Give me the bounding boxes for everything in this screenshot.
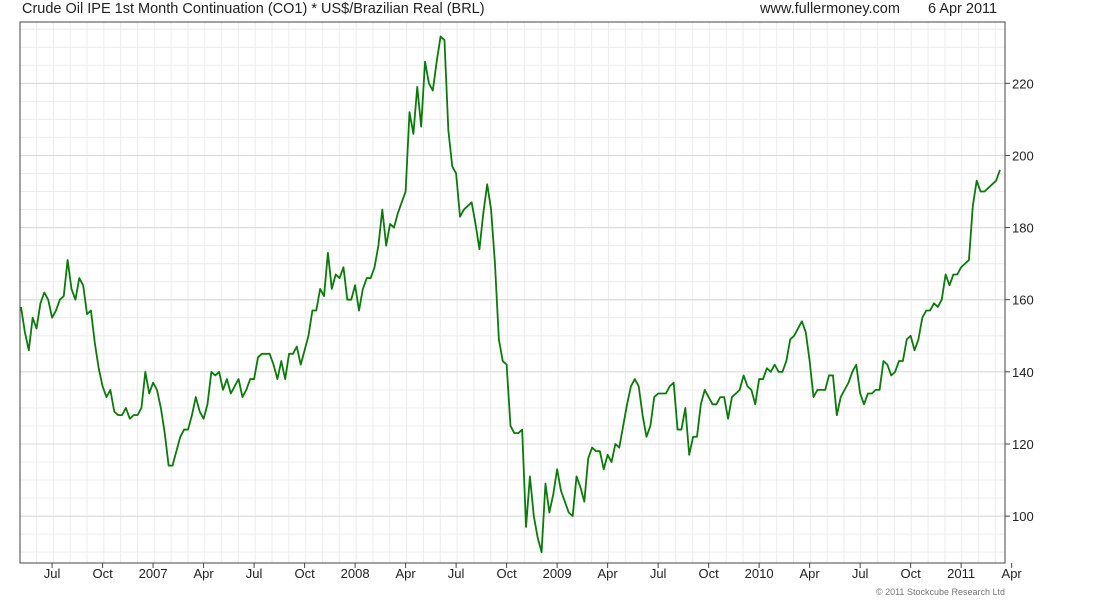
- x-tick-label: Apr: [800, 566, 821, 581]
- x-tick-label: 2007: [139, 566, 168, 581]
- website-label: www.fullermoney.com: [760, 1, 900, 17]
- x-tick-label: Apr: [395, 566, 416, 581]
- x-tick-label: Oct: [901, 566, 922, 581]
- chart-header: Crude Oil IPE 1st Month Continuation (CO…: [0, 0, 1100, 22]
- chart-date: 6 Apr 2011: [928, 1, 998, 17]
- y-tick-label: 220: [1012, 76, 1034, 91]
- y-tick-label: 120: [1012, 437, 1034, 452]
- x-tick-label: Jul: [852, 566, 869, 581]
- x-tick-label: Oct: [92, 566, 113, 581]
- x-tick-label: Jul: [246, 566, 263, 581]
- y-tick-label: 200: [1012, 148, 1034, 163]
- plot-frame: [19, 21, 1006, 564]
- x-tick-label: 2009: [543, 566, 572, 581]
- y-tick-label: 160: [1012, 293, 1034, 308]
- y-tick-label: 140: [1012, 365, 1034, 380]
- price-line: [20, 35, 1001, 554]
- x-tick-label: Apr: [193, 566, 214, 581]
- x-tick-label: Apr: [598, 566, 619, 581]
- x-tick-label: Jul: [44, 566, 61, 581]
- x-tick-label: Jul: [448, 566, 465, 581]
- y-tick-label: 100: [1012, 509, 1034, 524]
- x-tick-label: Oct: [699, 566, 720, 581]
- chart-title: Crude Oil IPE 1st Month Continuation (CO…: [22, 1, 485, 17]
- x-tick-label: Jul: [650, 566, 667, 581]
- x-tick-label: 2011: [947, 566, 975, 581]
- copyright-notice: © 2011 Stockcube Research Ltd: [875, 587, 1005, 597]
- y-tick-label: 180: [1012, 221, 1034, 236]
- x-tick-label: Oct: [496, 566, 517, 581]
- x-tick-label: Oct: [294, 566, 315, 581]
- x-tick-label: 2008: [341, 566, 370, 581]
- x-tick-label: 2010: [745, 566, 774, 581]
- x-tick-label: Apr: [1002, 566, 1023, 581]
